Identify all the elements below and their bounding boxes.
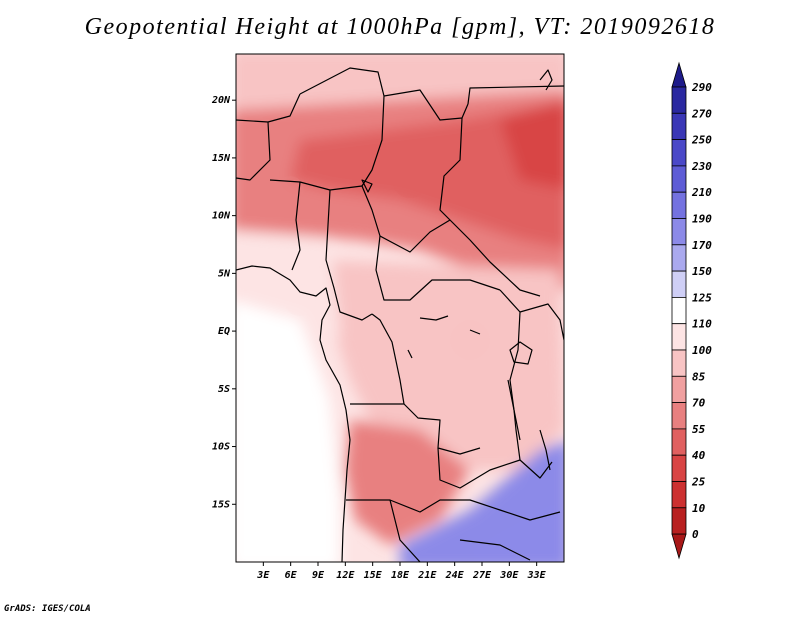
colorbar-label: 0: [692, 528, 699, 541]
colorbar-swatch: [671, 244, 687, 272]
region-congo-basin: [320, 260, 564, 470]
field-shading: [236, 54, 564, 562]
colorbar-label: 190: [692, 213, 712, 226]
boundary-west-sahel: [236, 93, 301, 181]
region-chad-sudan-core: [290, 101, 564, 249]
coastline-west-africa: [236, 265, 351, 562]
latitude-axis: 20N 15N 10N 5N EQ 5S 10S 15S: [211, 95, 236, 510]
lake-chad: [361, 179, 373, 193]
lat-tick-label: 10S: [212, 442, 230, 453]
colorbar-swatch: [671, 112, 687, 141]
red-sea-coast: [539, 69, 553, 91]
colorbar-swatch: [671, 86, 687, 114]
colorbar-label: 55: [692, 423, 706, 436]
lake-malawi: [539, 429, 551, 471]
colorbar-label: 25: [691, 476, 706, 489]
lon-tick-label: 30E: [499, 570, 519, 581]
boundary-congo-drc: [371, 313, 405, 405]
boundary-zambia: [437, 447, 553, 489]
lat-tick-label: 15S: [212, 499, 230, 510]
colorbar-swatch: [671, 270, 687, 298]
colorbar-label: 85: [692, 370, 706, 383]
lat-tick-label: 15N: [212, 153, 231, 164]
colorbar-top-arrow: [671, 61, 687, 88]
colorbar-swatch: [671, 349, 687, 377]
boundary-nigeria: [269, 179, 363, 271]
colorbar: 2902702502302101901701501251101008570554…: [671, 61, 712, 560]
lon-tick-label: 33E: [527, 570, 547, 581]
lat-tick-label: EQ: [218, 326, 230, 337]
colorbar-label: 100: [692, 344, 712, 357]
colorbar-swatch: [671, 139, 687, 167]
lon-tick-label: 18E: [391, 570, 410, 581]
software-credit: GrADS: IGES/COLA: [4, 604, 91, 614]
colorbar-label: 290: [691, 81, 712, 94]
colorbar-swatch: [671, 428, 687, 456]
longitude-axis: 3E 6E 9E 12E 15E 18E 21E 24E 27E 30E 33E: [256, 562, 547, 581]
region-south-atlantic: [236, 301, 340, 562]
colorbar-bottom-arrow: [671, 533, 687, 560]
colorbar-label: 170: [692, 239, 712, 252]
boundary-chad-south: [361, 185, 541, 297]
boundary-drc-angola: [350, 403, 481, 455]
boundaries: [236, 67, 564, 562]
congo-river-marks: [407, 315, 481, 359]
region-sudan-east-low: [500, 101, 564, 189]
lat-tick-label: 5S: [218, 384, 230, 395]
colorbar-label: 270: [691, 107, 712, 120]
colorbar-label: 40: [692, 449, 706, 462]
colorbar-label: 70: [692, 397, 706, 410]
field-texture: [238, 162, 490, 504]
lake-tanganyika: [507, 379, 521, 441]
boundary-namibia-bw: [389, 499, 421, 562]
boundary-cameroon: [325, 189, 373, 321]
colorbar-label: 210: [691, 186, 712, 199]
boundary-southeast: [459, 539, 531, 561]
lat-tick-label: 20N: [211, 95, 231, 106]
colorbar-swatch: [671, 454, 687, 482]
colorbar-swatch: [671, 481, 687, 509]
colorbar-label: 10: [692, 502, 706, 515]
lon-tick-label: 12E: [336, 570, 355, 581]
colorbar-label: 230: [691, 160, 712, 173]
lon-tick-label: 27E: [472, 570, 492, 581]
boundary-north-2: [383, 89, 469, 121]
colorbar-swatch: [671, 296, 687, 325]
colorbar-swatch: [671, 323, 687, 351]
boundary-car: [375, 235, 501, 301]
colorbar-swatch: [671, 165, 687, 193]
lake-victoria: [509, 341, 533, 365]
boundary-egypt-sudan: [467, 85, 564, 105]
chart-title: Geopotential Height at 1000hPa [gpm], VT…: [84, 14, 716, 40]
colorbar-swatch: [671, 218, 687, 246]
lon-tick-label: 9E: [312, 570, 325, 581]
lon-tick-label: 3E: [256, 570, 270, 581]
colorbar-label: 250: [691, 134, 712, 147]
boundary-south: [346, 499, 561, 521]
colorbar-swatch: [671, 191, 687, 219]
colorbar-swatch: [671, 402, 687, 430]
colorbar-label: 110: [692, 318, 712, 331]
lon-tick-label: 15E: [364, 570, 383, 581]
colorbar-swatch: [671, 507, 687, 535]
lat-tick-label: 5N: [218, 268, 231, 279]
lon-tick-label: 24E: [445, 570, 465, 581]
colorbar-label: 150: [692, 265, 712, 278]
boundary-sudan-west: [439, 117, 463, 221]
colorbar-swatch: [671, 375, 687, 403]
boundary-kenya-uganda: [519, 303, 564, 341]
lon-tick-label: 6E: [285, 570, 298, 581]
colorbar-label: 125: [692, 291, 712, 304]
lon-tick-label: 21E: [417, 570, 437, 581]
lat-tick-label: 10N: [212, 211, 231, 222]
